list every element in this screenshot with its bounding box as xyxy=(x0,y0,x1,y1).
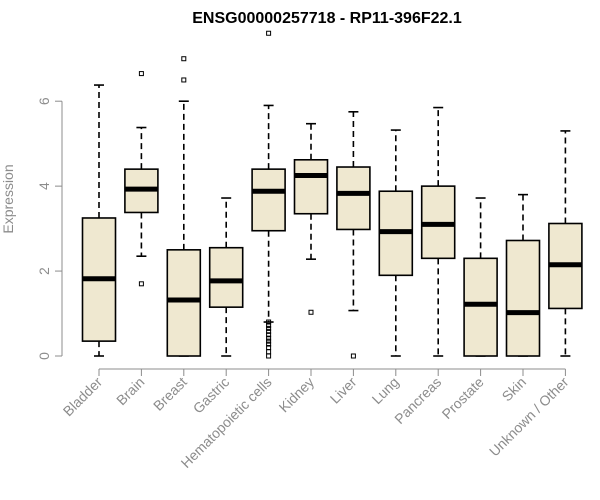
x-tick-label: Unknown / Other xyxy=(486,374,572,460)
box-group xyxy=(166,56,202,357)
box-group xyxy=(124,71,159,287)
x-tick-label: Bladder xyxy=(60,374,106,420)
y-axis: 0 2 4 6 xyxy=(36,97,63,360)
y-tick-label: 0 xyxy=(36,352,52,360)
outlier-point xyxy=(266,30,272,36)
box xyxy=(166,249,202,357)
box-group xyxy=(293,122,329,315)
box-group xyxy=(420,106,456,357)
outlier-point xyxy=(181,77,187,83)
outlier-point xyxy=(308,309,314,315)
x-tick-label: Breast xyxy=(150,374,190,414)
outlier-point xyxy=(266,353,272,359)
x-tick-label: Prostate xyxy=(439,374,487,422)
outlier-point xyxy=(181,56,187,62)
box-series xyxy=(81,30,583,359)
x-tick-label: Lung xyxy=(369,374,402,407)
box-group xyxy=(208,197,244,357)
x-tick-label: Skin xyxy=(499,374,530,405)
y-tick-label: 4 xyxy=(36,182,52,190)
outlier-point xyxy=(266,322,272,328)
outlier-point xyxy=(266,332,272,338)
box xyxy=(463,257,498,357)
box-group xyxy=(463,197,498,357)
x-tick-label: Liver xyxy=(327,374,360,407)
outlier-point xyxy=(266,341,272,347)
outlier-point xyxy=(266,335,272,341)
outlier-point xyxy=(138,281,144,287)
chart-title: ENSG00000257718 - RP11-396F22.1 xyxy=(192,10,462,27)
outlier-point xyxy=(266,325,272,331)
box xyxy=(293,159,329,215)
box-group xyxy=(251,30,286,359)
box-group xyxy=(378,129,414,357)
box xyxy=(251,168,286,232)
box xyxy=(336,166,371,231)
box xyxy=(505,239,541,357)
x-tick-label: Kidney xyxy=(276,374,318,416)
outlier-point xyxy=(266,349,272,355)
outlier-point xyxy=(266,328,272,334)
box-group xyxy=(505,193,541,357)
x-tick-label: Pancreas xyxy=(391,374,444,427)
y-tick-label: 6 xyxy=(36,97,52,105)
outlier-point xyxy=(266,319,272,325)
x-tick-label: Brain xyxy=(113,374,147,408)
outlier-point xyxy=(266,338,272,344)
y-axis-label: Expression xyxy=(0,164,16,233)
box-group xyxy=(81,84,117,357)
box-group xyxy=(336,111,371,359)
box-group xyxy=(548,130,583,357)
outlier-point xyxy=(138,71,144,77)
outlier-point xyxy=(350,353,356,359)
y-tick-label: 2 xyxy=(36,267,52,275)
box xyxy=(208,246,244,308)
